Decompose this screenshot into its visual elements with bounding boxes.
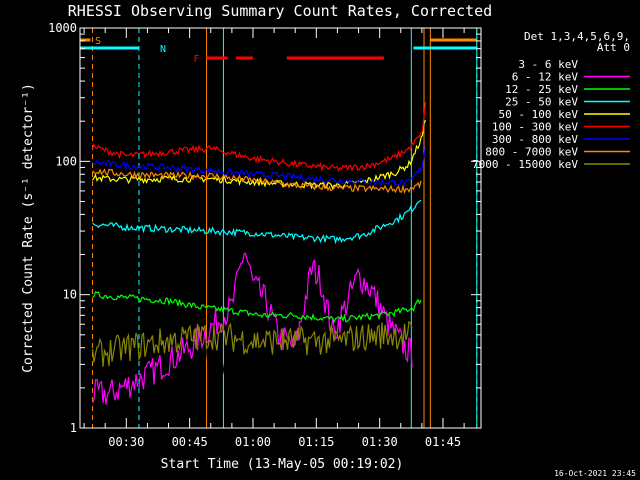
plot-frame	[79, 27, 482, 429]
series-line-800-7000-kev	[92, 168, 422, 195]
flag-s-label: S	[95, 36, 101, 47]
x-tick-label: 00:45	[172, 435, 208, 449]
y-axis-label: Corrected Count Rate (s⁻¹ detector⁻¹)	[21, 83, 36, 373]
legend-entry-label: 6 - 12 keV	[512, 71, 579, 84]
series-line-25-50-kev	[92, 199, 422, 245]
series-line-300-800-kev	[91, 146, 427, 187]
flag-f-label: F	[194, 54, 200, 65]
x-tick-label: 01:30	[362, 435, 398, 449]
x-tick-label: 01:45	[425, 435, 461, 449]
legend-entry-label: 800 - 7000 keV	[485, 146, 578, 159]
legend-entry-label: 12 - 25 keV	[505, 83, 578, 96]
series-line-6-12-kev	[91, 252, 413, 405]
y-axis: 1 10 100 1000	[48, 21, 481, 435]
series-line-50-100-kev	[91, 120, 427, 190]
y-tick-label: 100	[55, 154, 77, 168]
legend-entry-label: 50 - 100 keV	[499, 108, 579, 121]
chart-title: RHESSI Observing Summary Count Rates, Co…	[68, 2, 492, 20]
x-tick-label: 01:15	[298, 435, 334, 449]
timestamp: 16-Oct-2021 23:45	[554, 469, 636, 478]
x-tick-label: 00:30	[108, 435, 144, 449]
x-tick-label: 01:00	[235, 435, 271, 449]
legend-entry-label: 25 - 50 keV	[505, 96, 578, 109]
legend-entry-label: 100 - 300 keV	[492, 121, 578, 134]
y-tick-label: 1000	[48, 21, 77, 35]
legend-entry-label: 3 - 6 keV	[518, 58, 578, 71]
legend-entry-label: 7000 - 15000 keV	[472, 158, 578, 171]
series-line-12-25-kev	[92, 291, 422, 324]
y-tick-label: 10	[63, 288, 77, 302]
y-tick-label: 1	[70, 421, 77, 435]
legend-title-line-1: Det 1,3,4,5,6,9,	[524, 30, 630, 43]
x-axis-label: Start Time (13-May-05 00:19:02)	[161, 457, 404, 472]
legend-entry-label: 300 - 800 keV	[492, 133, 578, 146]
series-line-100-300-kev	[91, 101, 427, 173]
flag-n-label: N	[160, 44, 166, 55]
series-line-3-6-kev	[163, 277, 410, 418]
series-line-7000-15000-kev	[91, 320, 413, 367]
x-axis: 00:30 00:45 01:00 01:15 01:30 01:45	[83, 28, 465, 449]
legend-title-line-2: Att 0	[597, 41, 630, 54]
plot-area: S N F	[80, 28, 478, 428]
